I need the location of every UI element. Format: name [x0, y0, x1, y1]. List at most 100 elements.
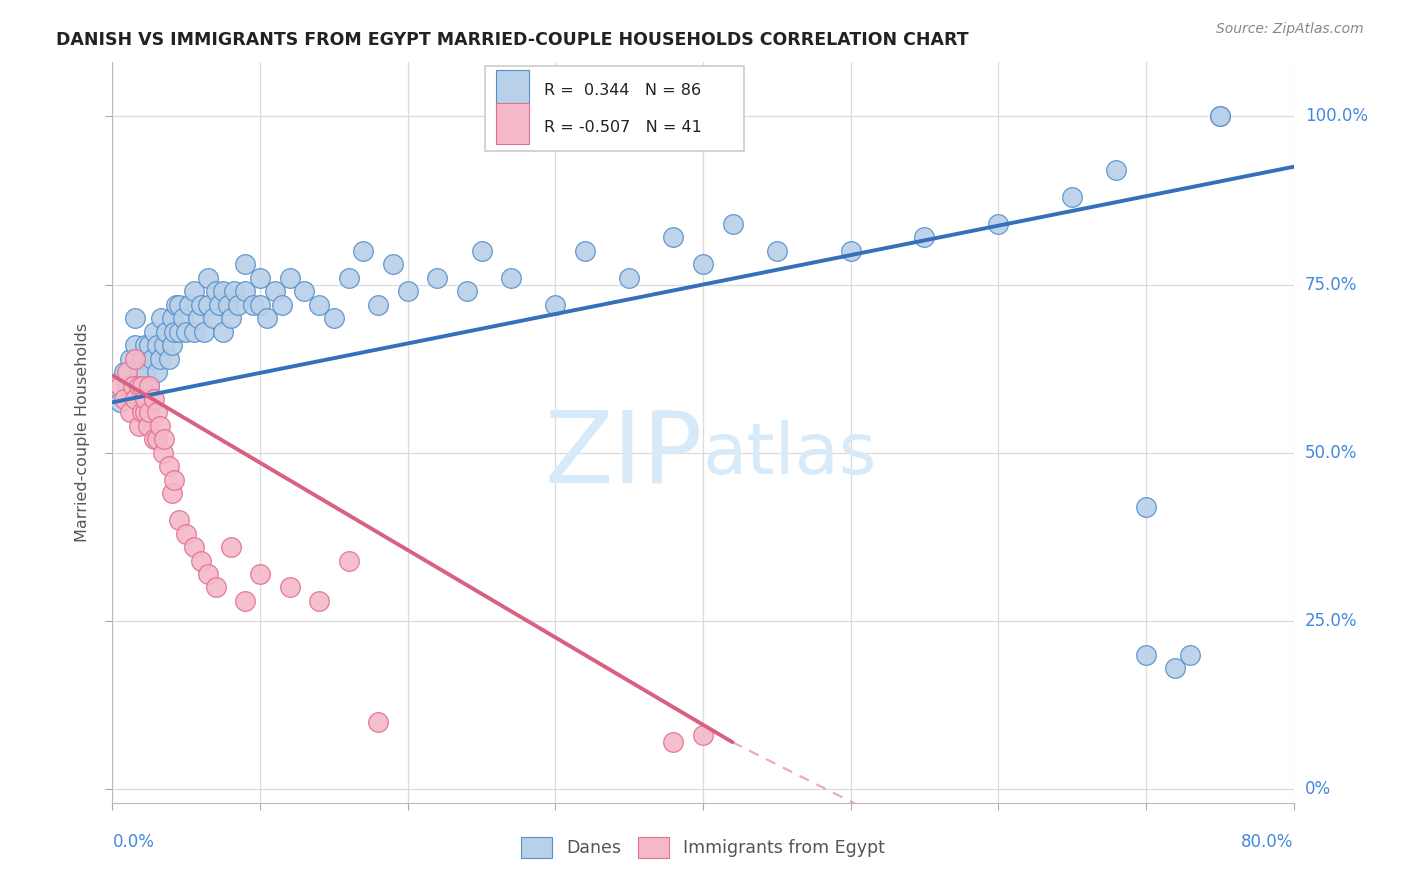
Point: [249, 270, 271, 285]
Point: [839, 244, 862, 258]
Point: [134, 405, 156, 419]
Point: [124, 311, 146, 326]
Text: 0%: 0%: [1305, 780, 1330, 798]
Point: [157, 351, 180, 366]
Point: [174, 526, 197, 541]
Point: [157, 459, 180, 474]
Point: [152, 446, 174, 460]
Point: [112, 365, 135, 379]
Point: [367, 298, 389, 312]
Point: [120, 405, 142, 419]
Text: 0.0%: 0.0%: [112, 833, 155, 851]
Point: [501, 270, 523, 285]
Point: [124, 338, 146, 352]
Text: R =  0.344   N = 86: R = 0.344 N = 86: [544, 83, 700, 98]
Point: [146, 405, 169, 419]
Point: [131, 405, 153, 419]
Text: DANISH VS IMMIGRANTS FROM EGYPT MARRIED-COUPLE HOUSEHOLDS CORRELATION CHART: DANISH VS IMMIGRANTS FROM EGYPT MARRIED-…: [56, 31, 969, 49]
Point: [1208, 109, 1232, 123]
Point: [179, 298, 201, 312]
Point: [141, 351, 163, 366]
Point: [134, 392, 156, 406]
Legend: Danes, Immigrants from Egypt: Danes, Immigrants from Egypt: [513, 830, 893, 864]
Point: [128, 418, 150, 433]
Point: [124, 351, 146, 366]
Point: [337, 270, 360, 285]
Point: [134, 338, 156, 352]
Point: [163, 473, 186, 487]
Point: [187, 311, 209, 326]
Y-axis label: Married-couple Households: Married-couple Households: [75, 323, 90, 542]
Text: atlas: atlas: [703, 420, 877, 490]
Point: [574, 244, 596, 258]
Point: [292, 285, 315, 299]
Point: [142, 433, 165, 447]
Point: [197, 298, 219, 312]
Point: [1135, 500, 1157, 514]
Point: [142, 392, 165, 406]
Point: [382, 257, 405, 271]
Point: [721, 217, 744, 231]
Point: [233, 594, 256, 608]
Point: [146, 433, 169, 447]
Point: [278, 270, 301, 285]
Text: 80.0%: 80.0%: [1241, 833, 1294, 851]
Point: [1178, 648, 1201, 662]
Point: [150, 311, 173, 326]
Point: [219, 540, 242, 554]
Point: [249, 566, 271, 581]
Point: [146, 338, 169, 352]
Point: [153, 433, 176, 447]
Point: [619, 270, 641, 285]
Point: [1105, 163, 1128, 178]
Point: [165, 298, 187, 312]
Point: [122, 378, 145, 392]
Point: [692, 729, 714, 743]
Point: [167, 325, 190, 339]
Text: ZIP: ZIP: [544, 407, 703, 503]
Point: [174, 325, 197, 339]
Text: Source: ZipAtlas.com: Source: ZipAtlas.com: [1216, 22, 1364, 37]
Point: [190, 298, 212, 312]
Point: [308, 594, 330, 608]
Point: [190, 553, 212, 567]
Point: [136, 418, 159, 433]
Point: [183, 285, 205, 299]
Point: [226, 298, 249, 312]
Point: [117, 365, 138, 379]
Point: [662, 230, 685, 244]
Point: [138, 338, 160, 352]
Point: [544, 298, 567, 312]
Point: [242, 298, 264, 312]
Point: [352, 244, 374, 258]
Text: 50.0%: 50.0%: [1305, 444, 1357, 462]
Point: [219, 311, 242, 326]
Point: [131, 378, 153, 392]
Point: [112, 392, 135, 406]
Point: [153, 338, 176, 352]
Point: [470, 244, 494, 258]
Point: [323, 311, 346, 326]
FancyBboxPatch shape: [496, 70, 530, 111]
Point: [124, 392, 146, 406]
Point: [222, 285, 245, 299]
Point: [167, 513, 190, 527]
Point: [117, 378, 138, 392]
Point: [128, 378, 150, 392]
Point: [212, 285, 235, 299]
Point: [163, 325, 186, 339]
Point: [197, 270, 219, 285]
Point: [208, 298, 231, 312]
Point: [692, 257, 714, 271]
Point: [138, 378, 160, 392]
Point: [278, 581, 301, 595]
Point: [987, 217, 1010, 231]
Point: [120, 351, 142, 366]
Point: [249, 298, 271, 312]
Point: [201, 311, 224, 326]
Text: 75.0%: 75.0%: [1305, 276, 1357, 293]
Point: [160, 338, 183, 352]
Point: [142, 325, 165, 339]
Point: [766, 244, 789, 258]
Point: [1135, 648, 1157, 662]
